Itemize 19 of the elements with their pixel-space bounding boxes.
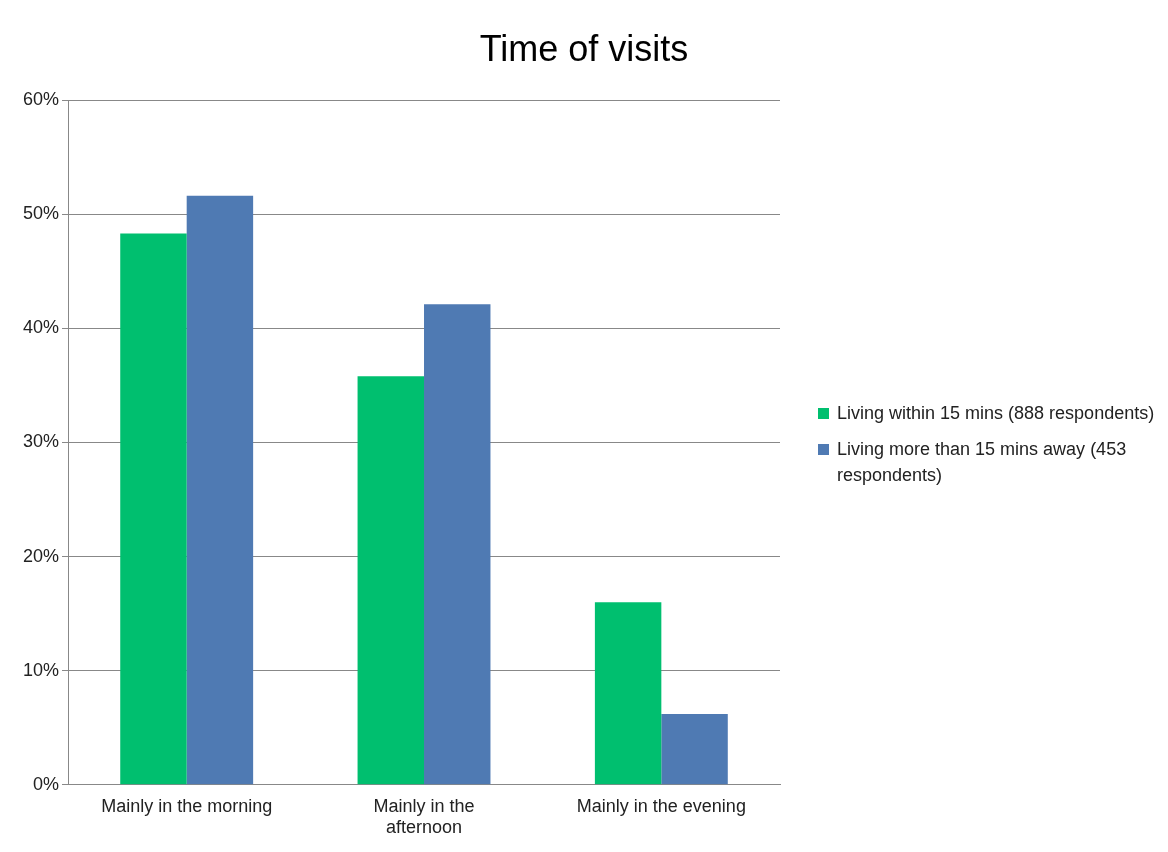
bar <box>357 376 425 785</box>
bar <box>186 195 254 785</box>
legend-label: Living more than 15 mins away (453 respondents) <box>837 438 1128 487</box>
x-tick-label: Mainly in the afternoon <box>373 795 475 838</box>
legend-label: Living within 15 mins (888 respondents) <box>837 402 1155 425</box>
bar <box>661 714 728 785</box>
y-tick-label: 0% <box>33 773 60 794</box>
y-tick-label: 60% <box>23 88 60 109</box>
y-tick-label: 20% <box>23 545 60 566</box>
bar <box>424 304 491 785</box>
x-tick-label: Mainly in the morning <box>101 795 273 816</box>
y-tick-label: 50% <box>23 203 60 224</box>
bar <box>594 602 662 785</box>
chart-title: Time of visits <box>478 28 690 70</box>
y-tick-label: 40% <box>23 317 60 338</box>
bar <box>120 233 187 785</box>
y-tick-label: 30% <box>23 431 60 452</box>
y-tick-label: 10% <box>23 659 60 680</box>
x-tick-label: Mainly in the evening <box>576 795 746 816</box>
